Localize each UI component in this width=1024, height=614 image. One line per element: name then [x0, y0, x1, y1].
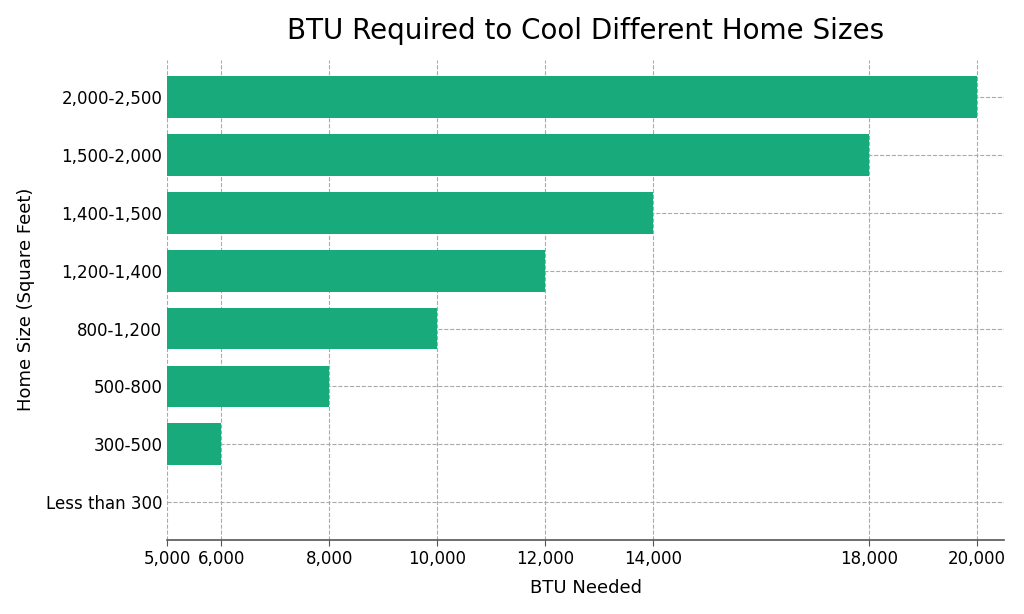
Bar [167, 308, 437, 349]
Bar [167, 424, 221, 465]
Title: BTU Required to Cool Different Home Sizes: BTU Required to Cool Different Home Size… [287, 17, 884, 45]
Y-axis label: Home Size (Square Feet): Home Size (Square Feet) [16, 188, 35, 411]
Bar [167, 365, 329, 407]
X-axis label: BTU Needed: BTU Needed [529, 580, 642, 597]
Bar [167, 134, 869, 176]
Bar [167, 76, 977, 118]
Bar [167, 192, 653, 234]
Bar [167, 250, 545, 292]
